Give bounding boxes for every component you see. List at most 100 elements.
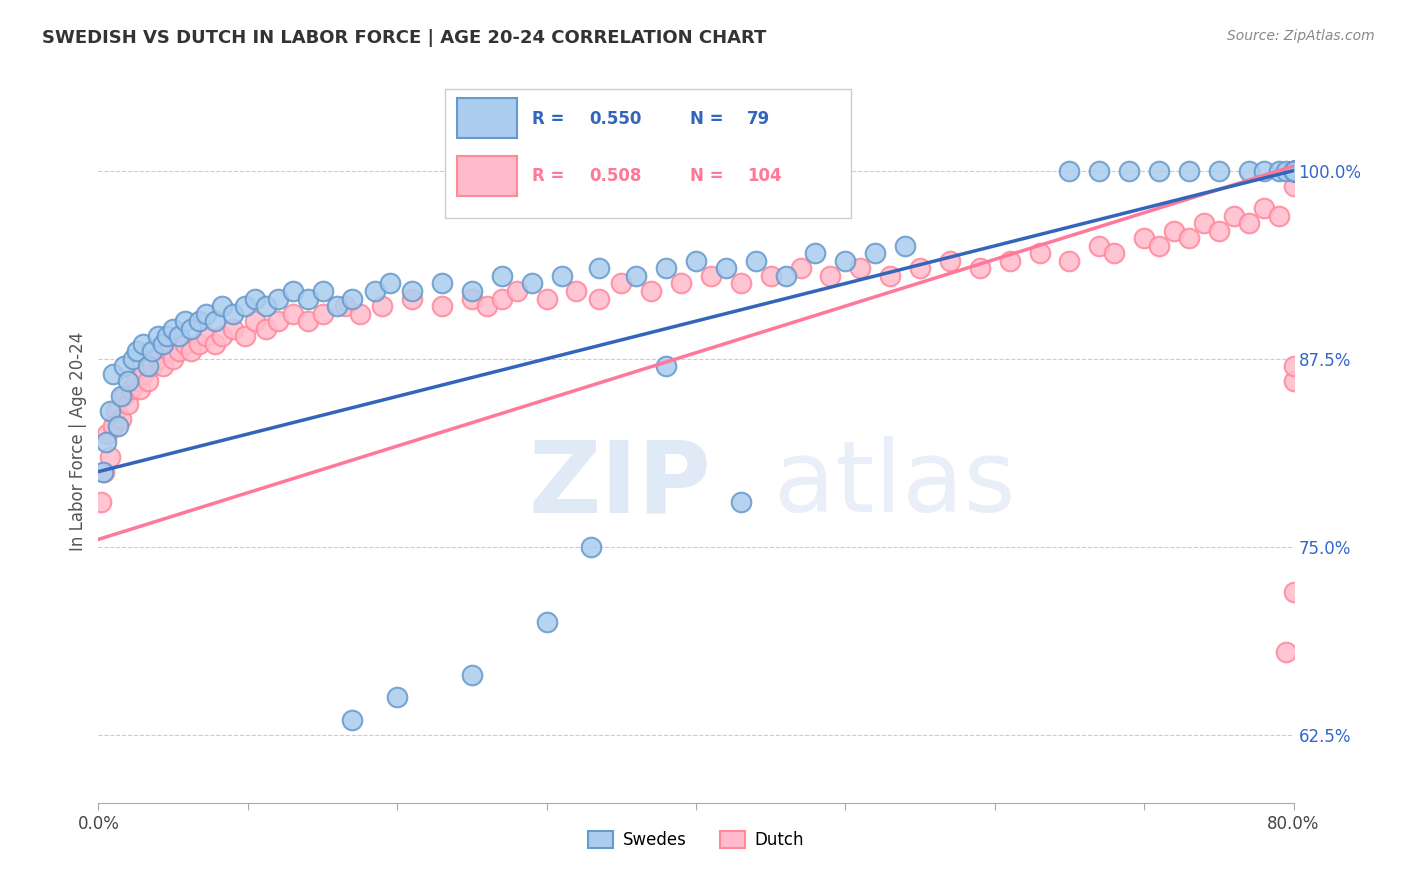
- Point: [378, 277, 401, 291]
- Point: [1253, 201, 1275, 215]
- Text: R =: R =: [533, 168, 565, 186]
- Point: [506, 284, 529, 298]
- Point: [94, 434, 117, 449]
- Point: [1028, 246, 1050, 260]
- Point: [103, 419, 125, 434]
- Point: [1282, 163, 1305, 178]
- Point: [804, 246, 827, 260]
- Text: N =: N =: [690, 110, 724, 128]
- Point: [1282, 163, 1305, 178]
- Point: [894, 239, 917, 253]
- Point: [789, 261, 811, 276]
- Point: [401, 284, 423, 298]
- Point: [1282, 163, 1305, 178]
- Point: [311, 284, 333, 298]
- Point: [342, 292, 364, 306]
- Point: [120, 382, 142, 396]
- Point: [1147, 239, 1170, 253]
- Point: [759, 268, 782, 283]
- Point: [1059, 163, 1081, 178]
- Point: [129, 382, 152, 396]
- Point: [1282, 163, 1305, 178]
- Point: [162, 321, 184, 335]
- Point: [187, 314, 209, 328]
- Point: [1282, 163, 1305, 178]
- FancyBboxPatch shape: [446, 89, 852, 218]
- Point: [1178, 231, 1201, 245]
- Point: [222, 307, 245, 321]
- Point: [1282, 163, 1305, 178]
- Text: Source: ZipAtlas.com: Source: ZipAtlas.com: [1227, 29, 1375, 43]
- Point: [1282, 163, 1305, 178]
- Point: [1253, 163, 1275, 178]
- Point: [655, 359, 678, 374]
- Point: [1088, 163, 1111, 178]
- Text: 79: 79: [748, 110, 770, 128]
- Point: [187, 336, 209, 351]
- Point: [167, 344, 190, 359]
- Point: [1282, 163, 1305, 178]
- Point: [1282, 163, 1305, 178]
- Point: [254, 299, 277, 313]
- Point: [775, 268, 797, 283]
- Point: [167, 329, 190, 343]
- Point: [98, 450, 122, 464]
- Point: [233, 329, 256, 343]
- Point: [1282, 163, 1305, 178]
- Point: [1282, 163, 1305, 178]
- Point: [550, 268, 572, 283]
- Point: [1282, 163, 1305, 178]
- Text: 0.508: 0.508: [589, 168, 643, 186]
- Point: [152, 359, 174, 374]
- Point: [174, 314, 197, 328]
- Point: [430, 277, 453, 291]
- Point: [1275, 645, 1298, 659]
- Point: [98, 404, 122, 418]
- Point: [117, 397, 139, 411]
- Point: [1275, 163, 1298, 178]
- Point: [211, 299, 233, 313]
- Point: [364, 284, 387, 298]
- Point: [849, 261, 872, 276]
- Point: [1118, 163, 1140, 178]
- Y-axis label: In Labor Force | Age 20-24: In Labor Force | Age 20-24: [69, 332, 87, 551]
- Point: [491, 268, 513, 283]
- Point: [1282, 375, 1305, 389]
- Point: [204, 336, 226, 351]
- Point: [148, 329, 170, 343]
- Point: [1088, 239, 1111, 253]
- Point: [430, 299, 453, 313]
- Point: [107, 419, 129, 434]
- Point: [1282, 163, 1305, 178]
- Point: [195, 307, 218, 321]
- Point: [152, 336, 174, 351]
- Point: [461, 292, 484, 306]
- Point: [908, 261, 931, 276]
- Point: [1282, 163, 1305, 178]
- Point: [1282, 163, 1305, 178]
- Point: [1282, 163, 1305, 178]
- Point: [1282, 163, 1305, 178]
- Point: [1208, 224, 1230, 238]
- Point: [820, 268, 842, 283]
- Point: [105, 404, 128, 418]
- Point: [222, 321, 245, 335]
- Point: [254, 321, 277, 335]
- Point: [834, 253, 856, 268]
- Point: [1282, 163, 1305, 178]
- Point: [148, 351, 170, 366]
- Point: [1147, 163, 1170, 178]
- Text: N =: N =: [690, 168, 724, 186]
- Point: [588, 261, 610, 276]
- Point: [180, 321, 202, 335]
- Point: [730, 277, 752, 291]
- Point: [125, 375, 148, 389]
- Point: [1282, 163, 1305, 178]
- FancyBboxPatch shape: [457, 98, 517, 138]
- Point: [326, 299, 349, 313]
- Point: [132, 367, 155, 381]
- Point: [342, 713, 364, 727]
- Point: [90, 494, 112, 508]
- Point: [520, 277, 543, 291]
- Point: [969, 261, 991, 276]
